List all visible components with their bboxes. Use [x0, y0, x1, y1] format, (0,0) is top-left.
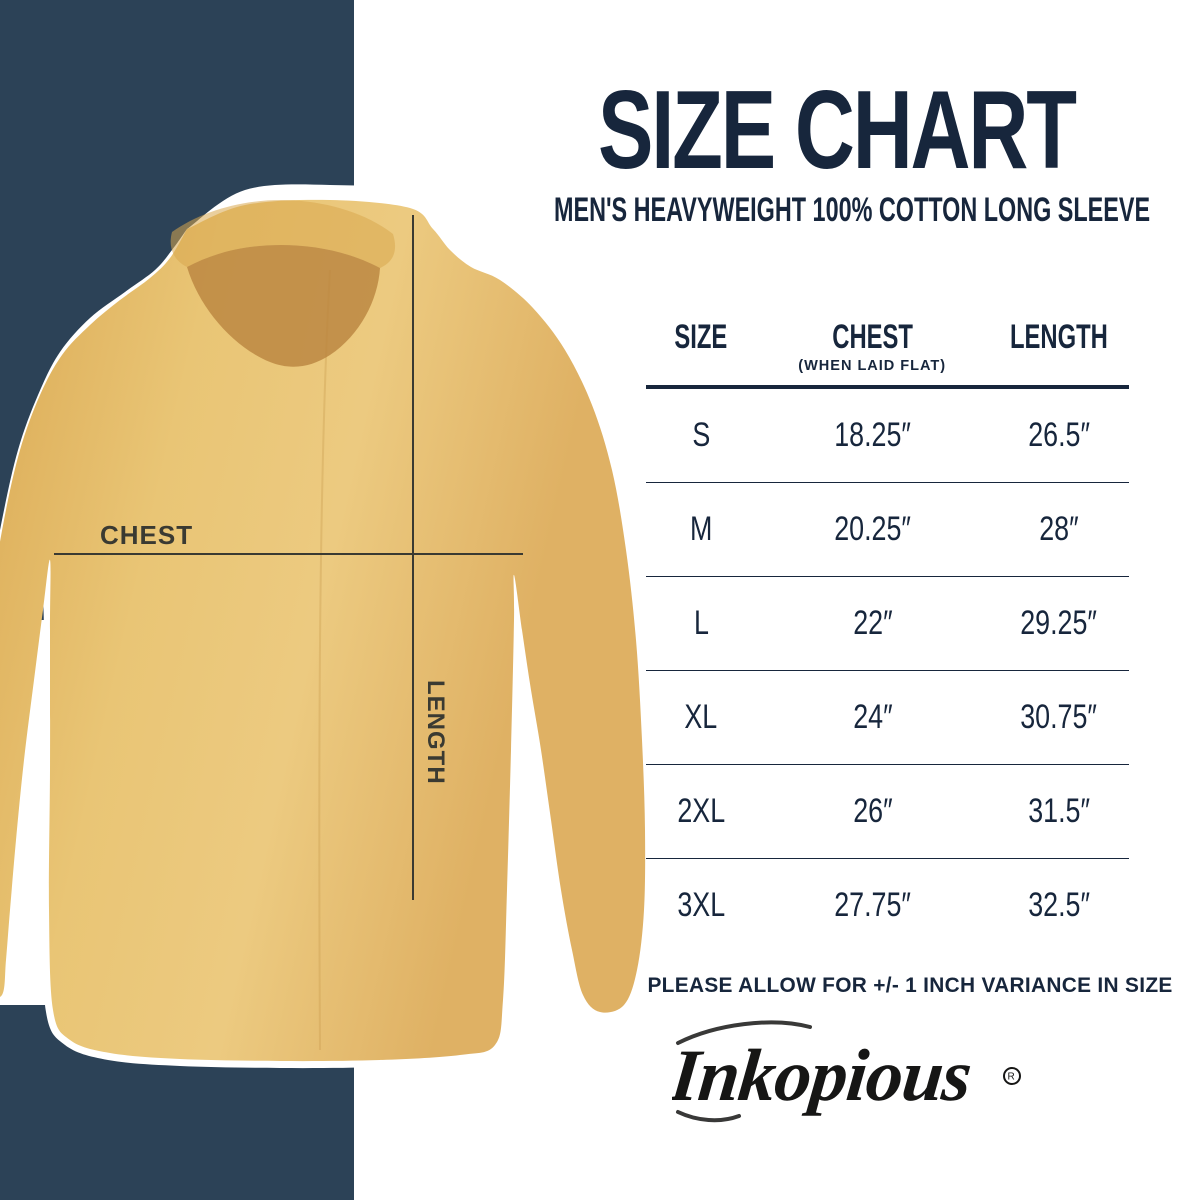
svg-text:R: R: [1008, 1072, 1015, 1083]
svg-text:LENGTH: LENGTH: [422, 680, 449, 785]
svg-text:Inkopious: Inkopious: [672, 1035, 975, 1117]
svg-text:CHEST: CHEST: [100, 520, 193, 550]
